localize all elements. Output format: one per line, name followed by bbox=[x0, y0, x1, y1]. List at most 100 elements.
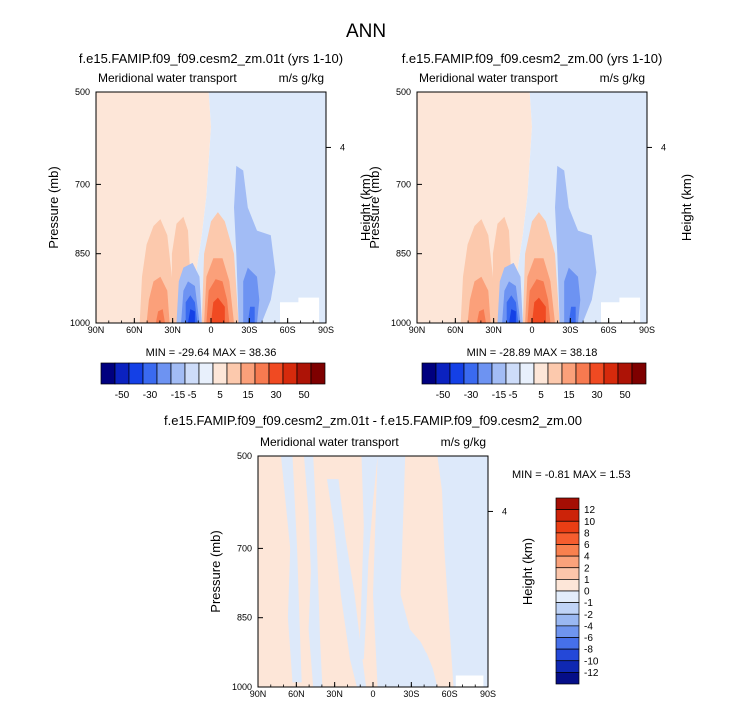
x-tick-label: 30S bbox=[403, 689, 419, 699]
colorbar-cell bbox=[282, 362, 298, 385]
x-tick-label: 90S bbox=[639, 325, 655, 335]
colorbar-cell bbox=[463, 362, 479, 385]
colorbar-cell bbox=[617, 362, 633, 385]
colorbar-label: 30 bbox=[270, 390, 282, 401]
colorbar-label: 4 bbox=[584, 552, 590, 563]
plot-frame bbox=[95, 91, 327, 324]
y-tick-label: 500 bbox=[396, 87, 411, 97]
x-tick-label: 30S bbox=[241, 325, 257, 335]
x-tick-label: 90N bbox=[409, 325, 426, 335]
colorbar-cell bbox=[421, 362, 437, 385]
x-tick-label: 30N bbox=[164, 325, 181, 335]
colorbar-cell bbox=[555, 532, 580, 545]
colorbar-label: -1 bbox=[584, 598, 593, 609]
colorbar-cell bbox=[128, 362, 144, 385]
colorbar-label: -2 bbox=[584, 610, 593, 621]
colorbar-top-right: -50 -30 -15 -5 5 15 30 50 bbox=[421, 362, 647, 401]
colorbar-label: 5 bbox=[217, 390, 223, 401]
colorbar-cell bbox=[555, 648, 580, 662]
field-sh-red-4 bbox=[532, 297, 546, 323]
right-subtitle: m/s g/kg bbox=[600, 71, 645, 85]
colorbar-label: 15 bbox=[242, 390, 254, 401]
colorbar-cell bbox=[555, 555, 580, 569]
colorbar-cell bbox=[170, 362, 186, 385]
diff-blue-band-3 bbox=[327, 479, 367, 687]
colorbar-label: 15 bbox=[563, 390, 575, 401]
colorbar-label: 0 bbox=[584, 587, 590, 598]
colorbar-cell bbox=[555, 660, 580, 673]
colorbar-label: -4 bbox=[584, 621, 593, 632]
colorbar-top: -50 -30 -15 -5 5 15 30 50 bbox=[100, 362, 326, 401]
colorbar-label: -15 bbox=[171, 390, 186, 401]
colorbar-label: -10 bbox=[584, 656, 599, 667]
x-tick-label: 90S bbox=[480, 689, 496, 699]
field-nh-red-lobe-2 bbox=[146, 276, 170, 323]
colorbar-cell bbox=[519, 362, 535, 385]
colorbar-label: -15 bbox=[492, 390, 507, 401]
colorbar-label: 50 bbox=[619, 390, 631, 401]
left-subtitle: Meridional water transport bbox=[419, 71, 558, 85]
x-tick-label: 60S bbox=[442, 689, 458, 699]
colorbar-cell bbox=[555, 672, 580, 685]
right-y-tick-label: 4 bbox=[661, 142, 666, 152]
diff-blue-band-4 bbox=[359, 456, 378, 660]
colorbar-cell bbox=[184, 362, 200, 385]
colorbar-cell bbox=[555, 579, 580, 592]
colorbar-label: 50 bbox=[298, 390, 310, 401]
diff-blue-region bbox=[373, 456, 438, 687]
colorbar-cell bbox=[555, 520, 580, 534]
colorbar-cell bbox=[555, 613, 580, 627]
colorbar-label: 6 bbox=[584, 540, 590, 551]
x-tick-label: 0 bbox=[370, 689, 375, 699]
colorbar-cell bbox=[603, 362, 619, 385]
min-max-stats: MIN = -0.81 MAX = 1.53 bbox=[512, 469, 631, 481]
right-y-tick-label: 4 bbox=[502, 506, 507, 516]
colorbar-cell bbox=[310, 362, 326, 385]
field-nh-red-lobe-2 bbox=[467, 276, 491, 323]
colorbar-label: -30 bbox=[143, 390, 158, 401]
left-subtitle: Meridional water transport bbox=[260, 435, 399, 449]
colorbar-cell bbox=[561, 362, 577, 385]
y-tick-label: 1000 bbox=[391, 318, 411, 328]
diff-blue-sh bbox=[437, 456, 488, 687]
panel-title: f.e15.FAMIP.f09_f09.cesm2_zm.00 (yrs 1-1… bbox=[402, 51, 663, 66]
colorbar-label: 30 bbox=[591, 390, 603, 401]
colorbar-cell bbox=[156, 362, 172, 385]
x-tick-label: 30N bbox=[326, 689, 343, 699]
colorbar-cell bbox=[100, 362, 116, 385]
colorbar-cell bbox=[226, 362, 242, 385]
right-subtitle: m/s g/kg bbox=[441, 435, 486, 449]
diff-terrain-mask bbox=[455, 675, 484, 687]
y-axis-label: Pressure (mb) bbox=[367, 166, 382, 248]
panel-title: f.e15.FAMIP.f09_f09.cesm2_zm.01t (yrs 1-… bbox=[79, 51, 343, 66]
colorbar-cell bbox=[631, 362, 647, 385]
colorbar-label: -30 bbox=[464, 390, 479, 401]
x-tick-label: 0 bbox=[529, 325, 534, 335]
colorbar-label: -8 bbox=[584, 645, 593, 656]
x-tick-label: 60S bbox=[280, 325, 296, 335]
field-nh-red-lobe-3 bbox=[155, 309, 165, 323]
panel-difference: f.e15.FAMIP.f09_f09.cesm2_zm.01t - f.e15… bbox=[164, 413, 631, 699]
y-axis-label: Pressure (mb) bbox=[208, 530, 223, 612]
x-tick-label: 90N bbox=[88, 325, 105, 335]
colorbar-cell bbox=[268, 362, 284, 385]
colorbar-cell bbox=[198, 362, 214, 385]
field-nh-red-lobe-3 bbox=[476, 309, 486, 323]
colorbar-label: -50 bbox=[436, 390, 451, 401]
y-tick-label: 500 bbox=[75, 87, 90, 97]
field-sh-red-4 bbox=[211, 297, 225, 323]
y-tick-label: 850 bbox=[396, 249, 411, 259]
min-max-stats: MIN = -29.64 MAX = 38.36 bbox=[146, 347, 277, 359]
colorbar-label: 5 bbox=[538, 390, 544, 401]
colorbar-cell bbox=[555, 602, 580, 615]
colorbar-label: -5 bbox=[188, 390, 197, 401]
field-eq-blue-4 bbox=[509, 309, 516, 323]
colorbar-label: 1 bbox=[584, 575, 590, 586]
x-tick-label: 60N bbox=[288, 689, 305, 699]
colorbar-label: -50 bbox=[115, 390, 130, 401]
colorbar-cell bbox=[555, 590, 580, 603]
field-eq-blue-4 bbox=[188, 309, 195, 323]
y-axis-label: Pressure (mb) bbox=[46, 166, 61, 248]
